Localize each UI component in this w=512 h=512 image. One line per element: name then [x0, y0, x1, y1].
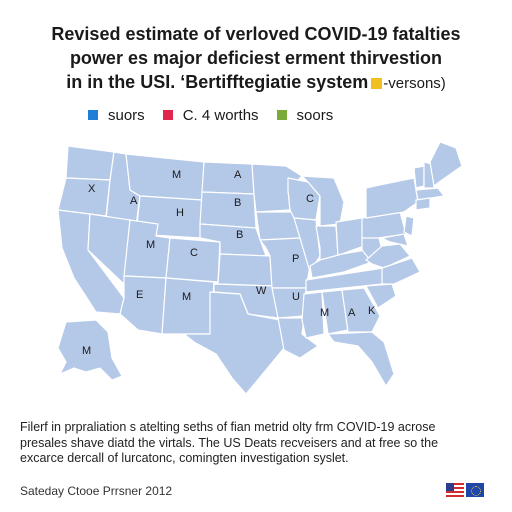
us-map: X A M H B C A M C B P E M W U M K A	[44, 138, 476, 400]
title-line-3-text: in in the USI. ‘Bertifftegiatie system	[66, 72, 369, 92]
state-ar	[271, 287, 307, 319]
state-va	[365, 243, 411, 269]
legend-label: suors	[108, 106, 145, 124]
state-ak	[57, 319, 123, 381]
legend-item: suors	[88, 107, 145, 124]
title-line-3: in in the USI. ‘Bertifftegiatie system -v…	[0, 70, 512, 96]
legend-swatch	[162, 110, 173, 120]
eu-flag-icon	[466, 483, 484, 497]
state-label: C	[190, 247, 198, 259]
state-mi	[301, 175, 345, 227]
state-label: A	[130, 195, 138, 207]
state-label: M	[172, 169, 181, 181]
state-ct	[415, 197, 431, 211]
state-ny	[365, 177, 419, 219]
state-tx	[183, 291, 285, 395]
state-nm	[161, 277, 215, 335]
note-line-1: Filerf in prpraliation s atelting seths …	[20, 420, 436, 434]
legend-item: C. 4 worths	[162, 106, 259, 124]
state-label: M	[182, 291, 191, 303]
state-label: M	[146, 239, 155, 251]
state-label: C	[306, 193, 314, 205]
state-ms	[301, 291, 325, 339]
state-nj	[403, 215, 415, 237]
state-sc	[365, 283, 397, 309]
us-map-svg: X A M H B C A M C B P E M W U M K A	[57, 141, 463, 395]
state-sd	[199, 191, 257, 229]
state-nd	[201, 161, 255, 195]
state-label: B	[236, 229, 243, 241]
state-label: H	[176, 207, 184, 219]
note-line-3: excarce dercall of lurcatonc, comingten …	[20, 451, 349, 465]
state-label: A	[348, 307, 356, 319]
state-co	[165, 237, 221, 283]
state-md	[381, 233, 409, 247]
alaska-svg: M	[57, 319, 123, 381]
legend-label: C. 4 worths	[182, 106, 259, 124]
state-me	[429, 141, 463, 187]
yellow-badge-icon	[371, 78, 383, 89]
state-az	[119, 275, 167, 335]
state-mt	[125, 153, 205, 201]
state-label: B	[234, 197, 241, 209]
description-note: Filerf in prpraliation s atelting seths …	[20, 420, 500, 467]
title-line-3-suffix: -versons)	[383, 75, 446, 92]
state-or	[57, 177, 111, 217]
state-label: P	[292, 253, 299, 265]
legend-label: soors	[296, 106, 334, 124]
state-ks	[217, 253, 273, 287]
state-label: A	[234, 169, 242, 181]
title-line-2: power es major deficiest erment thirvest…	[69, 48, 443, 68]
state-label: U	[292, 291, 300, 303]
legend: suors C. 4 worths soors	[88, 106, 351, 124]
state-wa	[65, 145, 115, 181]
flag-group	[446, 483, 484, 497]
us-flag-icon	[446, 483, 464, 497]
legend-swatch	[276, 110, 287, 120]
state-fl	[327, 331, 395, 387]
source-footer: Sateday Ctooe Prrsner 2012	[20, 484, 173, 498]
state-label: W	[256, 285, 267, 297]
state-ga	[341, 287, 381, 333]
alaska-inset: M	[52, 318, 124, 388]
state-nc	[381, 257, 421, 285]
title-line-1: Revised estimate of verloved COVID-19 fa…	[51, 24, 461, 44]
state-label: X	[88, 183, 96, 195]
legend-swatch	[88, 110, 98, 120]
state-label: M	[82, 345, 91, 357]
state-label: M	[320, 307, 329, 319]
map-title: Revised estimate of verloved COVID-19 fa…	[0, 22, 512, 96]
state-vt	[413, 165, 425, 189]
note-line-2: presales shave diatd the virtals. The US…	[20, 435, 439, 450]
state-ma	[415, 187, 445, 201]
state-label: E	[136, 289, 143, 301]
state-label: K	[368, 305, 376, 317]
legend-item: soors	[276, 106, 334, 124]
state-oh	[335, 217, 365, 257]
